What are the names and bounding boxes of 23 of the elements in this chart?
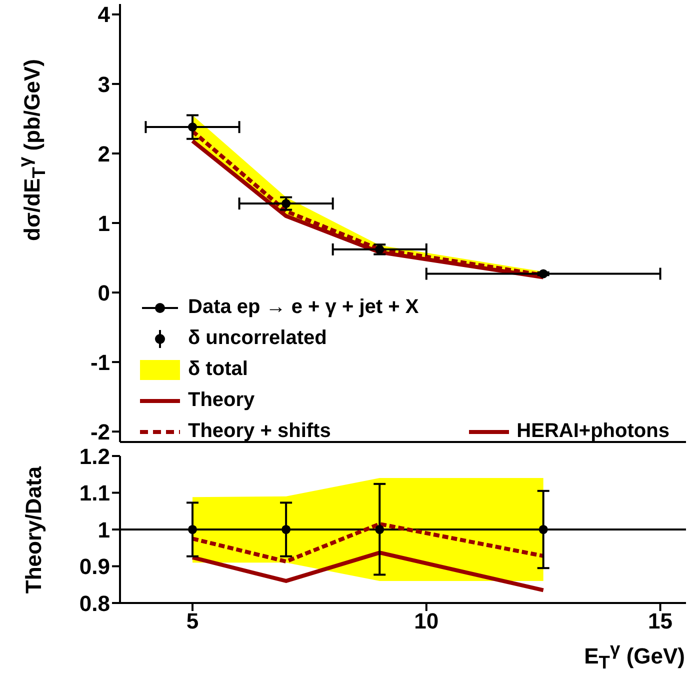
legend-label: Theory [188, 389, 255, 412]
y-axis-title: Theory/Data [21, 466, 47, 594]
y-tick-label: 2 [98, 141, 110, 166]
x-tick-label: 15 [648, 608, 673, 634]
legend-label: Theory + shifts [188, 420, 331, 443]
y-tick-label: -1 [90, 350, 110, 375]
x-axis-title: E$_{T}$$^{γ}$ (GeV) [584, 638, 685, 673]
y-tick-label: -2 [90, 419, 110, 444]
y-tick-label: 4 [98, 2, 111, 28]
y-tick-label: 0.9 [79, 554, 110, 580]
annotation: δ total [188, 358, 248, 381]
legend-label: Data ep → e + γ + jet + X [188, 296, 419, 319]
y-tick-label: 1 [98, 517, 110, 542]
y-tick-label: 0.8 [79, 590, 110, 616]
x-tick-label: 10 [414, 608, 439, 634]
y-tick-label: 1.1 [79, 480, 110, 506]
y-tick-label: 3 [98, 72, 110, 97]
annotation: δ uncorrelated [188, 327, 327, 350]
y-tick-label: 1 [98, 210, 110, 236]
annotation: HERAI+photons [516, 420, 670, 443]
x-tick-label: 5 [186, 608, 199, 634]
y-tick-label: 0 [98, 280, 110, 306]
y-tick-label: 1.2 [79, 444, 110, 469]
